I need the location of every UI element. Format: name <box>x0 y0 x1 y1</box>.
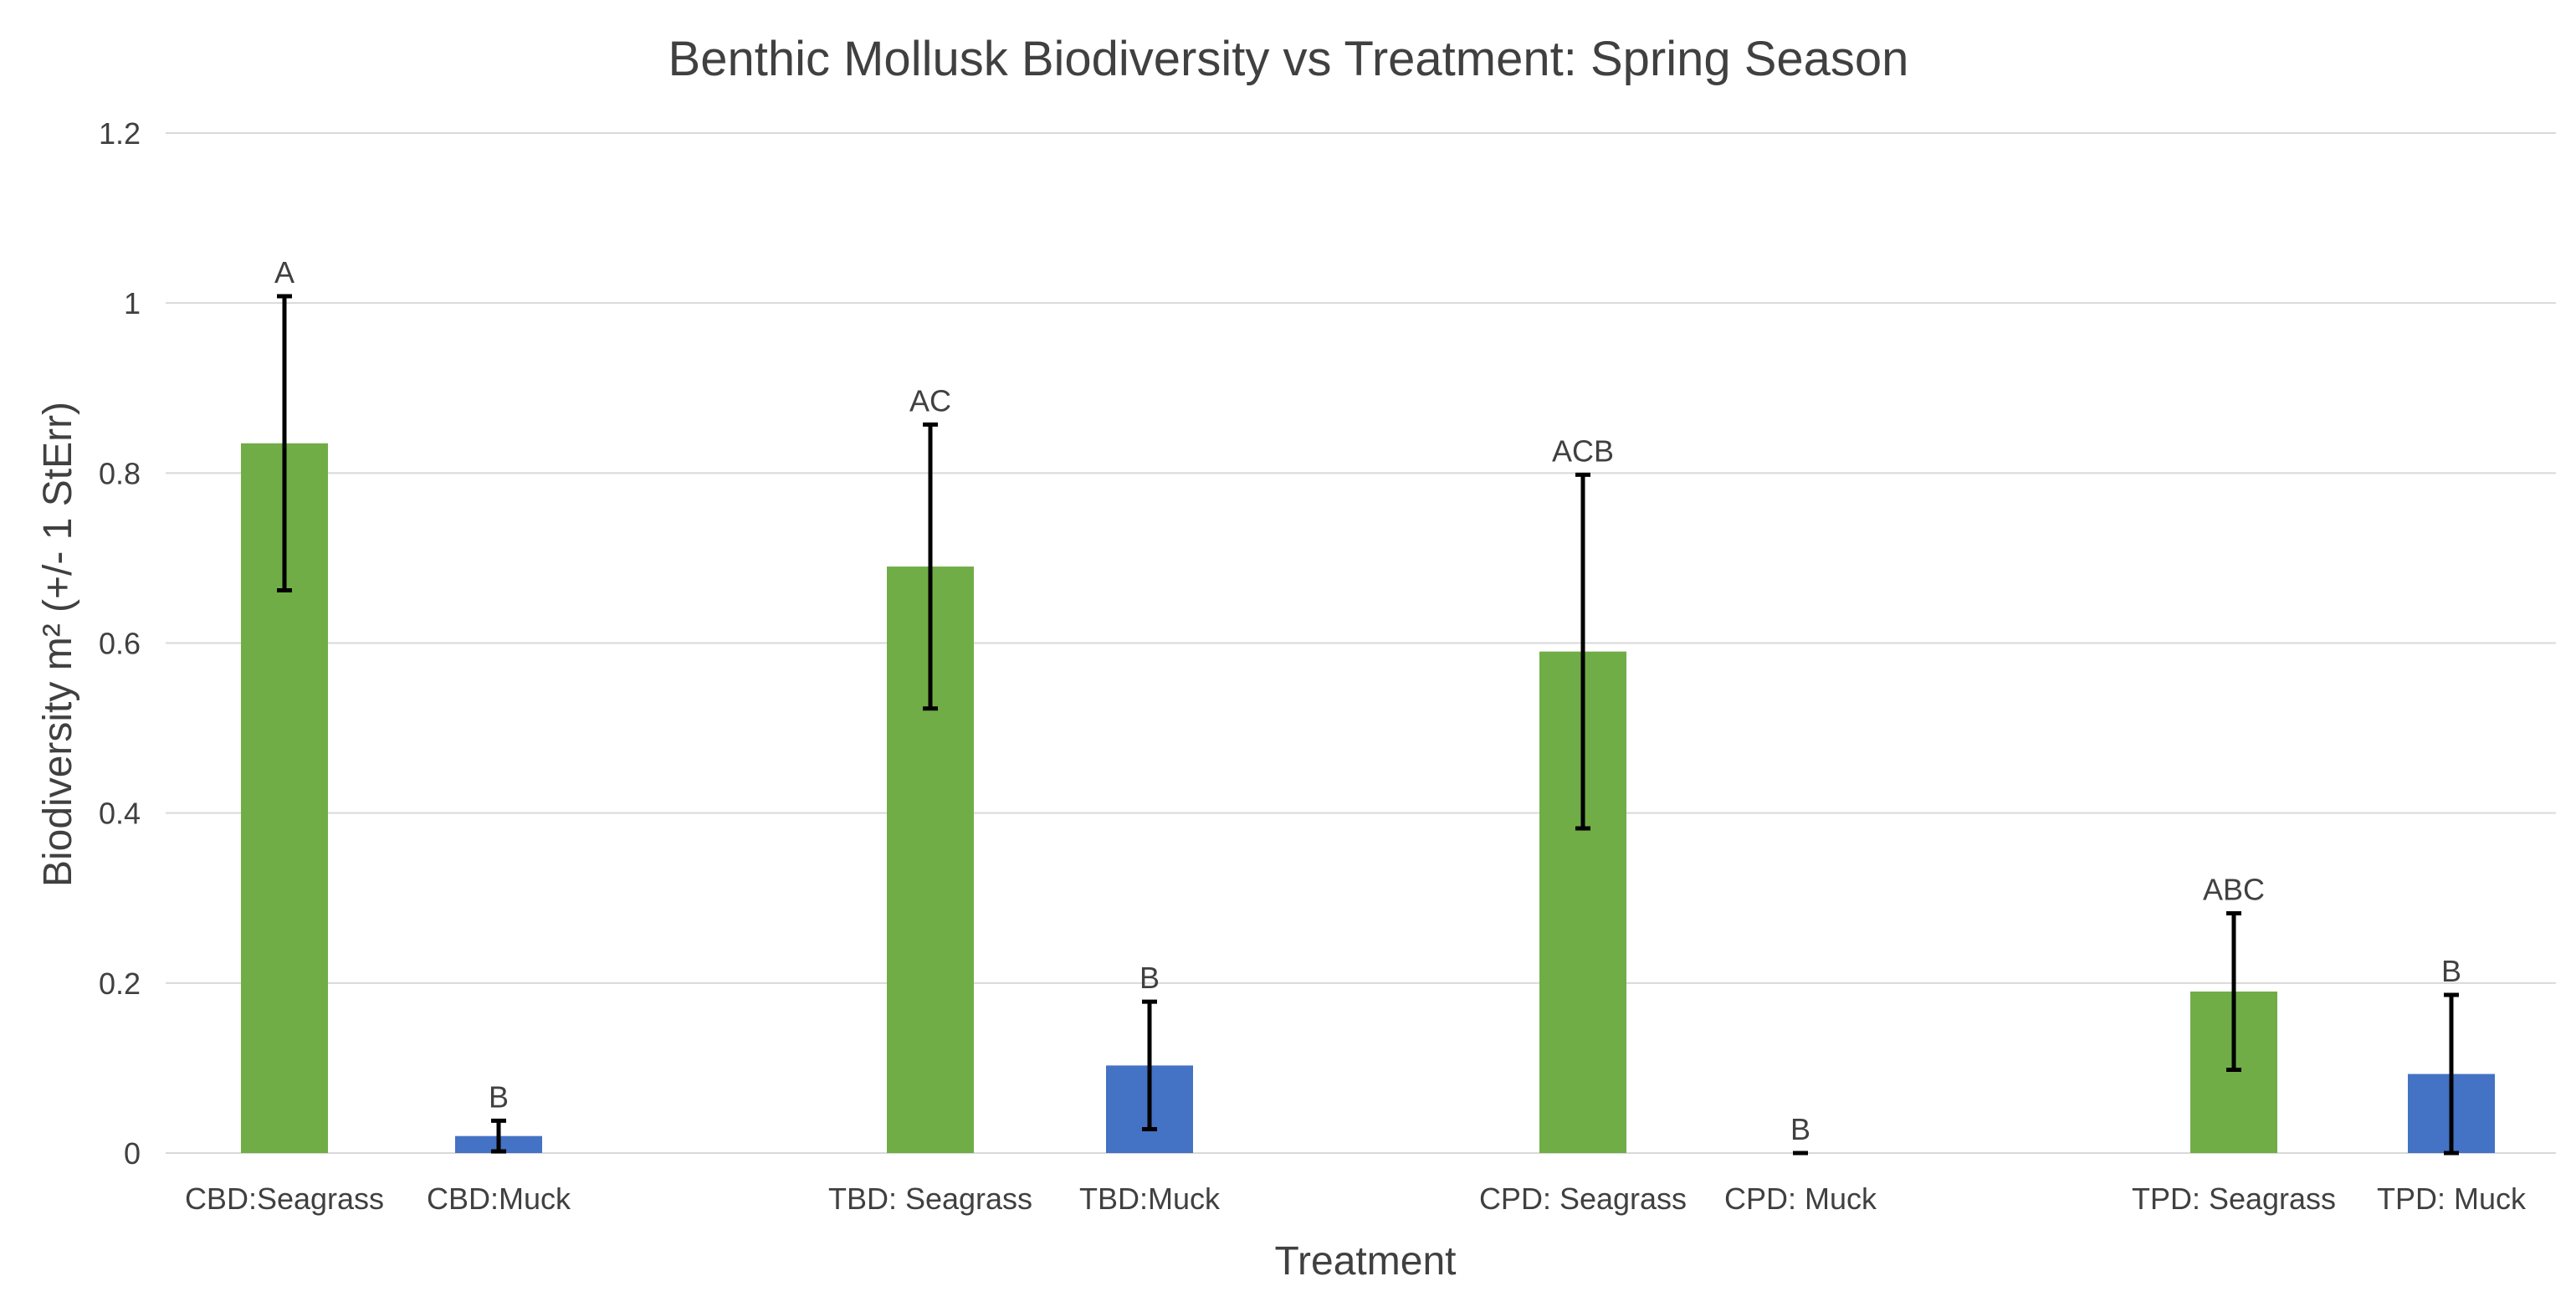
x-tick-label: CPD: Seagrass <box>1479 1181 1687 1216</box>
y-tick-label: 0.8 <box>99 456 141 490</box>
y-tick-label: 0.6 <box>99 627 141 661</box>
x-tick-label: CBD:Seagrass <box>185 1181 384 1216</box>
gridlines <box>166 132 2556 1154</box>
error-bar <box>923 422 938 711</box>
x-tick-label: TPD: Seagrass <box>2132 1181 2336 1216</box>
significance-label: ABC <box>2203 873 2265 907</box>
bars <box>241 443 2495 1153</box>
error-bar <box>2444 992 2459 1156</box>
significance-label: B <box>2441 954 2461 988</box>
x-tick-label: TBD:Muck <box>1079 1181 1221 1216</box>
y-tick-label: 0.4 <box>99 797 141 831</box>
y-tick-label: 0 <box>124 1136 141 1171</box>
error-bar <box>1575 472 1590 831</box>
significance-label: B <box>1139 961 1160 995</box>
error-bar <box>491 1118 506 1154</box>
y-tick-label: 1.2 <box>99 116 141 151</box>
error-bars <box>277 294 2459 1156</box>
y-tick-label: 0.2 <box>99 966 141 1001</box>
x-axis-title: Treatment <box>1275 1239 1457 1284</box>
x-tick-label: TBD: Seagrass <box>828 1181 1032 1216</box>
x-axis-categories: CBD:Seagrass CBD:Muck TBD: Seagrass TBD:Muc… <box>185 1181 2527 1216</box>
significance-label: ACB <box>1552 433 1614 468</box>
chart-title: Benthic Mollusk Biodiversity vs Treatmen… <box>668 32 1909 86</box>
x-tick-label: CBD:Muck <box>427 1181 571 1216</box>
significance-label: A <box>274 255 294 290</box>
x-tick-label: TPD: Muck <box>2377 1181 2527 1216</box>
y-tick-label: 1 <box>124 286 141 320</box>
error-bar <box>2226 911 2241 1072</box>
significance-label: B <box>1790 1112 1810 1146</box>
error-bar <box>277 294 292 593</box>
y-axis-ticks: 0 0.2 0.4 0.6 0.8 1 1.2 <box>99 116 141 1171</box>
error-bar <box>1142 999 1157 1132</box>
x-tick-label: CPD: Muck <box>1724 1181 1877 1216</box>
y-axis-title: Biodiversity m² (+/- 1 StErr) <box>36 402 80 887</box>
significance-label: B <box>489 1079 509 1114</box>
significance-label: AC <box>909 383 951 418</box>
